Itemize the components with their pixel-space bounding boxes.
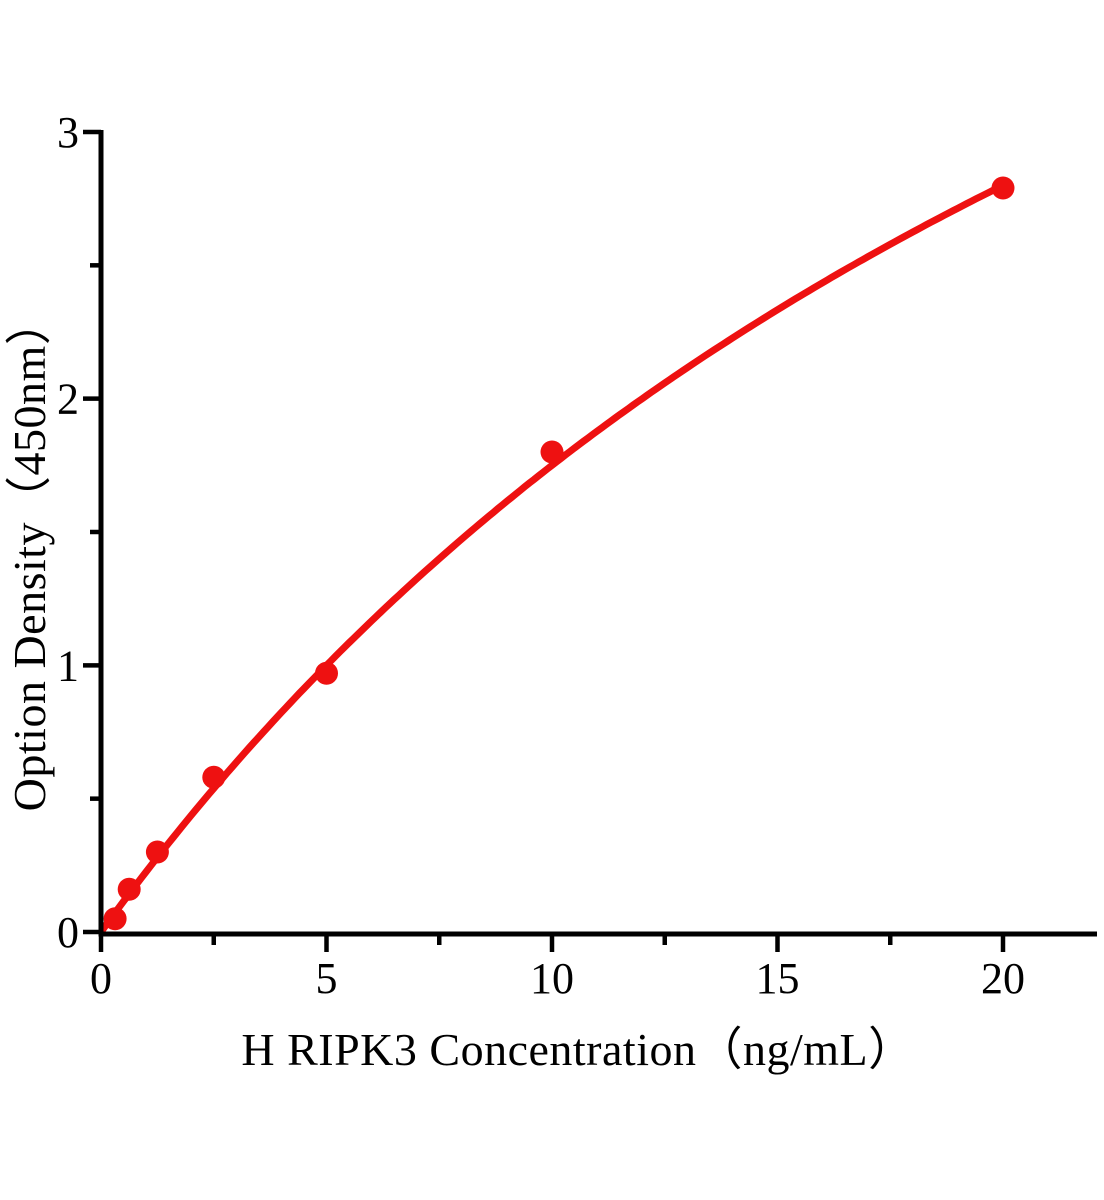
y-tick-label: 2	[57, 375, 79, 424]
x-tick-label: 15	[756, 954, 800, 1003]
data-point	[145, 840, 169, 864]
x-tick-label: 10	[530, 954, 574, 1003]
y-tick-label: 1	[57, 641, 79, 690]
x-axis-title: H RIPK3 Concentration（ng/mL）	[241, 1024, 915, 1075]
x-tick-label: 5	[316, 954, 338, 1003]
data-point	[991, 176, 1015, 200]
data-point	[117, 877, 141, 901]
data-point	[103, 907, 127, 931]
x-tick-label: 0	[90, 954, 112, 1003]
y-tick-label: 0	[57, 908, 79, 957]
data-point	[315, 661, 338, 685]
x-tick-label: 20	[981, 954, 1025, 1003]
data-point	[540, 440, 564, 464]
data-point	[202, 765, 226, 789]
fit-curve	[101, 181, 1007, 935]
y-axis-title: Option Density（450nm）	[4, 298, 55, 812]
y-tick-label: 3	[57, 108, 79, 157]
